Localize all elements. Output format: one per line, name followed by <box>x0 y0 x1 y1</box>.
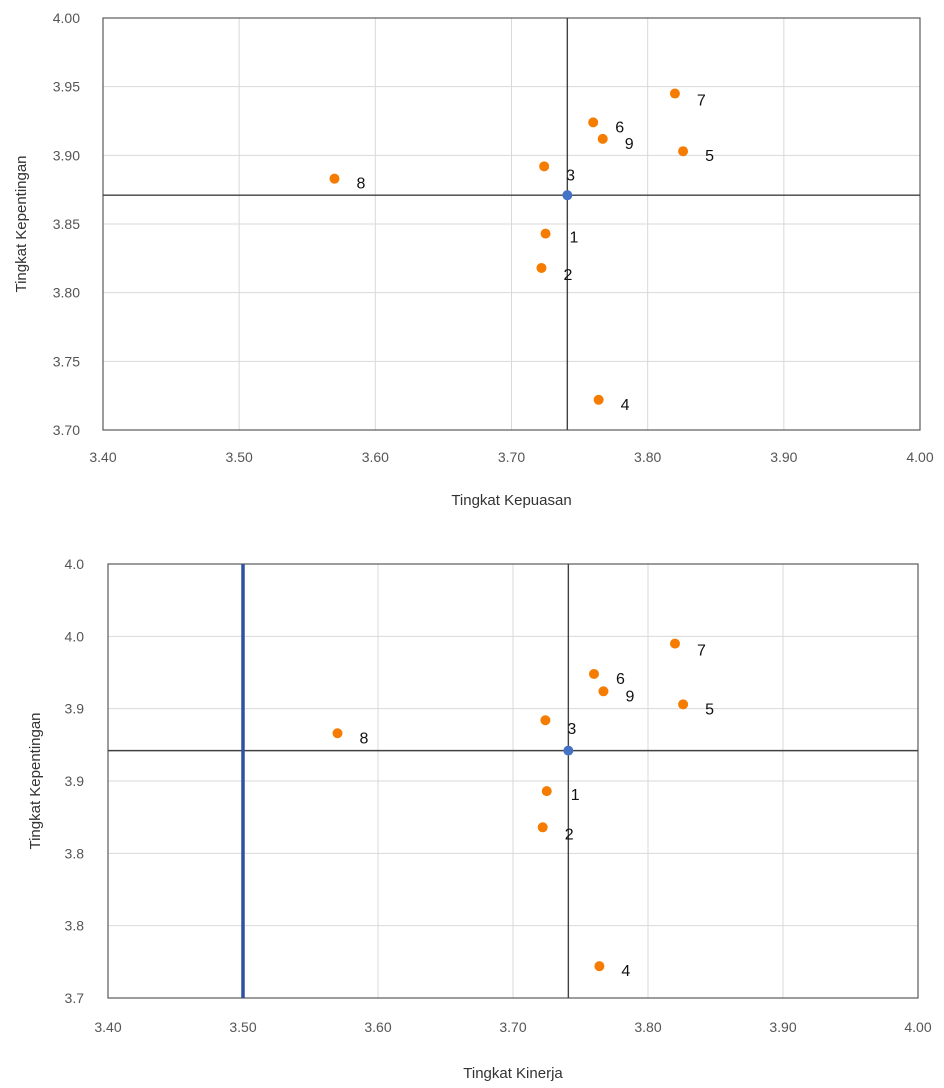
point-label: 1 <box>570 230 579 247</box>
data-point <box>678 699 689 710</box>
data-point <box>536 262 547 273</box>
point-label: 6 <box>616 671 625 688</box>
y-tick-label: 3.9 <box>65 773 85 789</box>
data-point <box>593 394 604 405</box>
point-label: 8 <box>356 176 365 193</box>
y-tick-label: 3.75 <box>53 353 80 369</box>
point-label: 2 <box>565 826 574 843</box>
x-tick-label: 3.40 <box>94 1019 121 1035</box>
plot-border <box>102 17 921 431</box>
data-point <box>332 728 343 739</box>
point-label: 9 <box>625 136 634 153</box>
point-label: 5 <box>705 701 714 718</box>
y-tick-label: 4.0 <box>65 628 85 644</box>
x-tick-label: 3.50 <box>226 449 253 465</box>
point-label: 8 <box>360 730 369 747</box>
data-point <box>537 822 548 833</box>
x-tick-label: 3.80 <box>634 1019 661 1035</box>
data-point <box>539 161 550 172</box>
point-label: 4 <box>621 397 630 414</box>
point-label: 4 <box>621 963 630 980</box>
y-axis-label: Tingkat Kepentingan <box>27 712 44 849</box>
point-label: 3 <box>567 721 576 738</box>
x-tick-label: 3.70 <box>499 1019 526 1035</box>
data-point <box>589 668 599 679</box>
data-point <box>329 173 340 184</box>
x-tick-label: 3.90 <box>770 449 797 465</box>
plot-border <box>107 563 919 999</box>
data-point <box>540 715 551 726</box>
y-tick-label: 3.70 <box>53 422 80 438</box>
y-tick-label: 3.9 <box>65 701 85 717</box>
point-label: 9 <box>625 688 634 705</box>
y-tick-label: 4.00 <box>53 10 80 26</box>
data-point <box>598 686 609 697</box>
data-point <box>540 228 551 239</box>
chart-1: 3.40 3.50 3.60 3.70 3.80 3.90 4.00 3.70 3.75 3.80… <box>13 10 934 509</box>
point-label: 2 <box>563 267 572 284</box>
point-label: 7 <box>697 93 706 110</box>
y-tick-label: 3.8 <box>65 845 85 861</box>
data-point <box>541 786 552 797</box>
y-axis-label: Tingkat Kepentingan <box>13 155 30 292</box>
point-label: 7 <box>697 643 706 660</box>
data-point <box>669 88 680 99</box>
x-tick-label: 3.50 <box>229 1019 256 1035</box>
y-tick-label: 3.90 <box>53 147 80 163</box>
x-tick-label: 3.70 <box>498 449 525 465</box>
data-point <box>670 638 680 649</box>
x-tick-label: 3.80 <box>634 449 661 465</box>
y-tick-label: 3.8 <box>65 918 85 934</box>
point-label: 1 <box>571 787 580 804</box>
point-label: 5 <box>705 148 714 165</box>
x-tick-label: 3.60 <box>364 1019 391 1035</box>
y-tick-label: 3.80 <box>53 285 80 301</box>
chart-2: 3.40 3.50 3.60 3.70 3.80 3.90 4.00 3.7 3.8 3.8 3.9… <box>27 556 932 1082</box>
data-point <box>594 961 605 972</box>
y-tick-label: 3.85 <box>53 216 80 232</box>
point-label: 6 <box>615 119 624 136</box>
data-point <box>597 133 608 144</box>
point-label: 3 <box>566 167 575 184</box>
data-point <box>678 146 689 157</box>
y-tick-label: 4.0 <box>65 556 85 572</box>
x-axis-label: Tingkat Kepuasan <box>451 492 571 509</box>
x-tick-label: 3.90 <box>769 1019 796 1035</box>
data-point <box>588 117 599 128</box>
x-tick-label: 3.60 <box>362 449 389 465</box>
x-axis-label: Tingkat Kinerja <box>463 1065 563 1082</box>
center-point <box>563 745 574 756</box>
x-tick-label: 4.00 <box>904 1019 931 1035</box>
y-tick-label: 3.95 <box>53 79 80 95</box>
x-tick-label: 3.40 <box>89 449 116 465</box>
y-tick-label: 3.7 <box>65 990 85 1006</box>
center-point <box>562 190 573 201</box>
x-tick-label: 4.00 <box>906 449 933 465</box>
